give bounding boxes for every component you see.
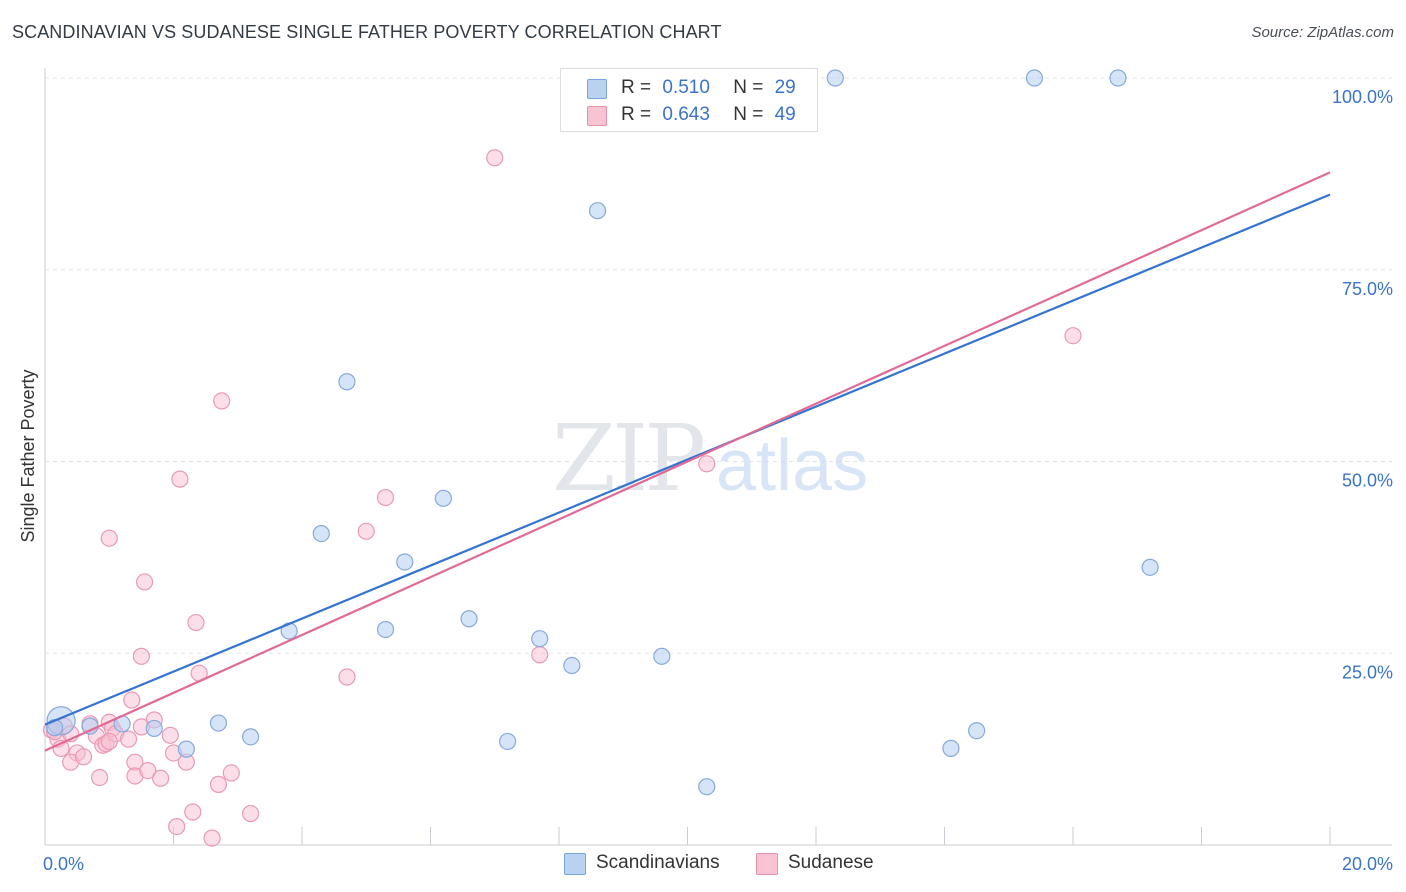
sudanese-point [91,768,109,787]
grid-layer [45,77,1392,654]
n-label: N = [733,104,764,125]
watermark-zip: ZIP [552,405,703,512]
sudanese-point [531,646,549,664]
scandinavian-point [376,620,395,639]
sudanese-point [139,762,157,780]
sudanese-point [203,829,221,847]
sudanese-point [161,726,179,744]
sudanese-swatch [587,106,607,126]
sudanese-point [184,803,202,821]
scandinavian-point [942,739,960,757]
sudanese-point [222,764,240,782]
x-tick-label: 0.0% [43,854,84,874]
r-value: 0.510 [662,77,710,98]
sudanese-point [242,804,260,823]
axis-layer [44,68,1392,846]
sudanese-point [209,775,228,794]
legend-stats-text: R = 0.643 N = 49 [621,104,796,126]
legend-stats-text: R = 0.510 N = 29 [621,77,796,99]
sudanese-point [213,392,231,410]
legend-label: Sudanese [788,852,874,873]
y-tick-label: 75.0% [1342,279,1393,299]
scandinavian-point [653,647,671,665]
n-value: 29 [774,77,796,98]
scandinavians-swatch [564,853,586,875]
r-label: R = [621,104,652,125]
scandinavian-point [499,732,517,751]
sudanese-point [168,817,186,836]
sudanese-point [486,149,504,167]
scandinavian-point [338,373,356,391]
scandinavian-point [1025,69,1044,87]
sudanese-point [1064,327,1082,345]
sudanese-point [171,470,189,488]
scandinavian-point [460,610,478,628]
sudanese-point [135,573,154,591]
y-tick-label: 100.0% [1332,87,1393,107]
source-credit: Source: ZipAtlas.com [1251,24,1394,41]
tick-labels: 25.0% 50.0% 75.0% 100.0% 0.0% 20.0% [43,87,1393,874]
trend-layer [44,171,1331,752]
y-tick-label: 50.0% [1342,471,1393,491]
stats-legend: R = 0.510 N = 29 R = 0.643 N = 49 [560,68,818,132]
sudanese-point [119,730,138,748]
scandinavian-point [81,717,99,735]
scandinavian-point [563,656,581,675]
scandinavian-point [396,553,414,571]
sudanese-point [357,522,375,540]
scandinavian-point [968,722,986,740]
n-label: N = [733,77,764,98]
y-tick-label: 25.0% [1342,662,1393,682]
scandinavian-point [312,524,330,543]
scandinavian-point [177,740,195,758]
r-value: 0.643 [662,104,710,125]
sudanese-point [187,613,205,632]
chart-title: SCANDINAVIAN VS SUDANESE SINGLE FATHER P… [12,22,722,42]
sudanese-trendline [44,171,1331,752]
scandinavian-point [209,714,228,732]
sudanese-point [100,529,118,547]
scandinavian-point [826,69,844,87]
sudanese-point [698,455,716,473]
scandinavian-point [1141,558,1159,576]
scandinavian-point [588,202,607,220]
sudanese-point [152,769,170,787]
watermark-atlas: atlas [716,426,868,506]
points-layer [42,69,1159,847]
sudanese-point [100,732,118,751]
sudanese-point [132,647,150,665]
x-tick-label: 20.0% [1342,854,1393,874]
watermark: ZIP atlas [552,405,868,512]
sudanese-point [376,488,395,507]
r-label: R = [621,77,652,98]
scandinavian-point [531,630,549,648]
scandinavian-point [145,719,163,738]
sudanese-point [123,691,141,709]
sudanese-point [74,748,93,766]
scandinavians-swatch [587,79,607,99]
sudanese-point [338,668,356,686]
scandinavian-point [698,778,716,796]
legend-label: Scandinavians [596,852,720,873]
sudanese-swatch [756,853,778,875]
scandinavian-point [1109,69,1127,87]
scandinavian-point [242,728,260,746]
scandinavian-point [434,489,452,507]
n-value: 49 [774,104,796,125]
scandinavian-trendline [44,193,1331,726]
y-axis-title: Single Father Poverty [18,369,38,542]
